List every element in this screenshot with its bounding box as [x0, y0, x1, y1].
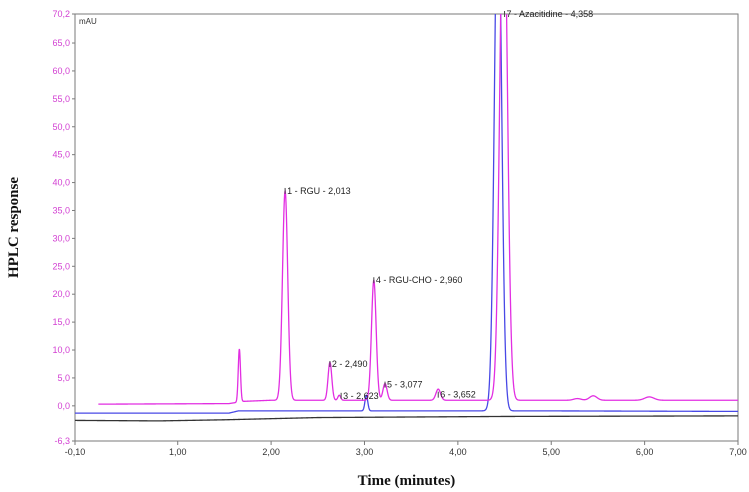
y-axis-title: HPLC response — [6, 177, 22, 278]
y-tick-label: 10,0 — [52, 345, 70, 355]
y-tick-label: 25,0 — [52, 261, 70, 271]
x-tick-label: -0,10 — [65, 447, 86, 457]
x-tick-label: 7,00 — [729, 447, 747, 457]
y-tick-label: 60,0 — [52, 66, 70, 76]
x-tick-label: 6,00 — [636, 447, 654, 457]
y-tick-label: -6,3 — [54, 436, 70, 446]
x-tick-label: 4,00 — [449, 447, 467, 457]
y-tick-label: 35,0 — [52, 205, 70, 215]
x-tick-label: 5,00 — [542, 447, 560, 457]
y-tick-label: 65,0 — [52, 38, 70, 48]
y-tick-label: 5,0 — [57, 373, 70, 383]
y-tick-label: 70,2 — [52, 9, 70, 19]
y-tick-label: 55,0 — [52, 94, 70, 104]
y-tick-label: 20,0 — [52, 289, 70, 299]
peak-label: 6 - 3,652 — [440, 390, 476, 400]
y-tick-label: 45,0 — [52, 150, 70, 160]
peak-annotations: 1 - RGU - 2,013 2 - 2,490 3 - 2,623 4 - RGU… — [284, 9, 594, 401]
series-layer — [75, 14, 738, 422]
peak-label: 2 - 2,490 — [332, 359, 368, 369]
x-axis: -0,10 1,00 2,00 3,00 4,00 5,00 6,00 7,00 — [65, 441, 747, 457]
series-line — [75, 415, 738, 422]
y-axis: -6,3 0,0 5,0 10,0 15,0 20,0 25,0 30,0 35,0 40,0 45… — [52, 9, 75, 446]
plot-frame — [74, 13, 739, 442]
plot-border — [74, 13, 739, 442]
peak-label: 7 - Azacitidine - 4,358 — [507, 9, 594, 19]
peak-label: 5 - 3,077 — [387, 380, 423, 390]
y-unit-label: mAU — [79, 17, 97, 26]
y-tick-label: 0,0 — [57, 401, 70, 411]
y-tick-label: 40,0 — [52, 178, 70, 188]
y-tick-label: 50,0 — [52, 122, 70, 132]
x-tick-label: 3,00 — [356, 447, 374, 457]
peak-label: 4 - RGU-CHO - 2,960 — [376, 275, 463, 285]
peak-label: 3 - 2,623 — [343, 391, 379, 401]
peak-label: 1 - RGU - 2,013 — [287, 186, 351, 196]
x-tick-label: 2,00 — [262, 447, 280, 457]
y-tick-label: 30,0 — [52, 233, 70, 243]
series-line — [98, 14, 738, 405]
y-tick-label: 15,0 — [52, 317, 70, 327]
series-line — [75, 14, 738, 414]
x-axis-title: Time (minutes) — [358, 473, 456, 489]
x-tick-label: 1,00 — [169, 447, 187, 457]
